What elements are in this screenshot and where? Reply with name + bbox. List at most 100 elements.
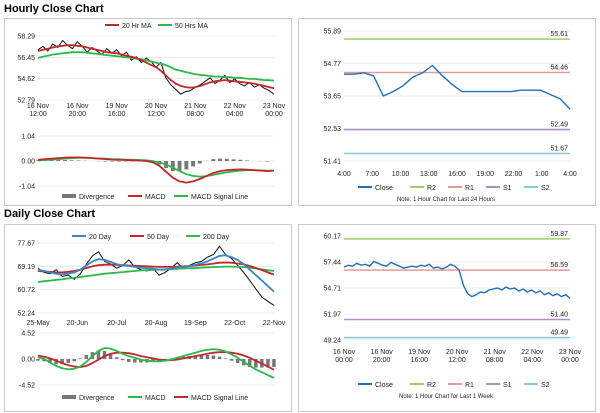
daily-pivot-y-tick-label: 51.97: [323, 312, 341, 319]
hourly-macd-y-tick-label: 0.00: [21, 159, 35, 166]
hourly-legend-divergence-label: Divergence: [79, 194, 115, 201]
hourly-legend-ma50-label: 50 Hrs MA: [175, 23, 208, 30]
daily-price-y-tick-label: 77.67: [17, 241, 35, 248]
daily-divergence-bar: [96, 350, 101, 359]
daily-price-x-tick-label: 22-Nov: [263, 320, 286, 327]
hourly-price-x-tick-label: 19 Nov 16:00: [106, 103, 129, 118]
hourly-divergence-bar: [103, 161, 108, 162]
hourly-pivot-x-tick-label: 7:00: [365, 171, 379, 178]
hourly-divergence-bar: [197, 161, 202, 164]
hourly-pivot-legend-s1-label: S1: [503, 185, 512, 192]
daily-divergence-bar: [229, 359, 234, 361]
hourly-ma50-line: [37, 51, 275, 82]
hourly-divergence-bar: [177, 161, 182, 172]
daily-divergence-bar: [66, 359, 70, 363]
hourly-pivot-legend-close-label: Close: [375, 185, 393, 192]
daily-divergence-bar: [84, 355, 89, 359]
daily-divergence-bar: [217, 356, 222, 359]
hourly-divergence-bar: [116, 161, 121, 162]
hourly-price-y-tick-label: 52.79: [17, 98, 35, 105]
daily-pivot-note: Note: 1 Hour Chart for Last 1 Week: [399, 394, 494, 400]
hourly-divergence-bar: [184, 161, 189, 170]
daily-divergence-bar: [133, 359, 137, 363]
daily-pivot-panel: [298, 224, 596, 412]
daily-price-x-tick-label: 20-Jun: [67, 320, 89, 327]
daily-divergence-bar: [108, 353, 113, 359]
daily-divergence-bar: [235, 359, 240, 363]
hourly-price-x-tick-label: 23 Nov 00:00: [263, 103, 286, 118]
daily-pivot-x-tick-label: 22 Nov 04:00: [521, 349, 544, 364]
hourly-pivot-level-label-r2: 55.61: [550, 31, 568, 38]
daily-macd-y-tick-label: 4.52: [21, 331, 35, 338]
hourly-macd-y-tick-label: -1.04: [19, 184, 35, 191]
hourly-macd-line: [37, 156, 275, 184]
daily-pivot-legend-close-label: Close: [375, 382, 393, 389]
daily-macd-y-tick-label: -4.52: [19, 383, 35, 390]
hourly-pivot-y-tick-label: 53.65: [323, 94, 341, 101]
daily-divergence-bar: [114, 357, 119, 359]
daily-divergence-bar: [78, 358, 83, 359]
daily-divergence-bar: [211, 355, 216, 359]
hourly-pivot-x-tick-label: 19:00: [476, 171, 494, 178]
hourly-pivot-level-label-s1: 52.49: [550, 122, 568, 129]
hourly-divergence-bar: [231, 159, 236, 161]
hourly-section-title: Hourly Close Chart: [4, 3, 104, 15]
daily-pivot-close-line: [343, 260, 571, 300]
hourly-pivot-x-tick-label: 1:00: [535, 171, 549, 178]
daily-divergence-bar: [223, 358, 228, 359]
hourly-pivot-level-label-r1: 54.46: [550, 64, 568, 71]
daily-divergence-bar: [102, 350, 107, 359]
daily-pivot-y-tick-label: 60.17: [323, 234, 341, 241]
daily-divergence-bar: [205, 355, 210, 359]
hourly-pivot-legend-s2-label: S2: [541, 185, 550, 192]
hourly-price-y-tick-label: 54.62: [17, 76, 35, 83]
hourly-pivot-note: Note: 1 Hour Chart for Last 24 Hours: [397, 197, 495, 203]
daily-price-x-tick-label: 20-Jul: [107, 320, 127, 327]
daily-pivot-x-tick-label: 19 Nov 16:00: [408, 349, 431, 364]
daily-price-x-tick-label: 22-Oct: [224, 320, 245, 327]
daily-pivot-x-tick-label: 16 Nov 00:00: [333, 349, 356, 364]
daily-pivot-level-label-r2: 59.87: [550, 231, 568, 238]
hourly-pivot-x-tick-label: 4:00: [563, 171, 577, 178]
daily-legend-ma200-label: 200 Day: [203, 234, 230, 241]
daily-divergence-bar: [72, 359, 76, 362]
daily-divergence-bar: [199, 355, 204, 359]
hourly-pivot-legend-r1-label: R1: [465, 185, 474, 192]
hourly-divergence-bar: [265, 161, 270, 162]
daily-price-x-tick-label: 19-Sep: [184, 320, 207, 327]
hourly-pivot-y-tick-label: 52.53: [323, 126, 341, 133]
hourly-divergence-bar: [123, 161, 128, 162]
hourly-pivot-y-tick-label: 54.77: [323, 61, 341, 68]
hourly-divergence-bar: [218, 158, 222, 161]
hourly-divergence-bar: [69, 160, 74, 161]
hourly-pivot-y-tick-label: 51.41: [323, 159, 341, 166]
hourly-divergence-bar: [63, 160, 67, 161]
daily-pivot-x-tick-label: 16 Nov 20:00: [371, 349, 394, 364]
daily-legend-divergence-swatch: [62, 395, 76, 399]
hourly-pivot-x-tick-label: 4:00: [337, 171, 351, 178]
hourly-divergence-bar: [36, 160, 40, 161]
hourly-divergence-bar: [110, 161, 115, 162]
hourly-divergence-bar: [191, 161, 195, 167]
daily-macd-y-tick-label: 0.00: [21, 357, 35, 364]
hourly-divergence-bar: [238, 159, 243, 161]
daily-legend-divergence-label: Divergence: [79, 395, 115, 402]
daily-section-title: Daily Close Chart: [4, 208, 96, 220]
daily-divergence-bar: [248, 359, 252, 368]
daily-pivot-y-tick-label: 49.24: [323, 338, 341, 345]
daily-divergence-bar: [266, 359, 270, 368]
daily-pivot-x-tick-label: 23 Nov 00:00: [559, 349, 582, 364]
daily-price-panel: [4, 224, 292, 412]
daily-legend-ma20-label: 20 Day: [89, 234, 112, 241]
daily-divergence-bar: [127, 359, 131, 362]
hourly-ma20-line: [37, 44, 275, 90]
hourly-divergence-bar: [130, 161, 135, 162]
daily-ma20-line: [37, 254, 275, 293]
hourly-macd-y-tick-label: 1.04: [21, 134, 35, 141]
hourly-legend-ma20-label: 20 Hr MA: [122, 23, 152, 30]
hourly-legend-macd-label: MACD: [145, 194, 166, 201]
hourly-pivot-close-line: [344, 64, 571, 110]
daily-pivot-legend-s2-label: S2: [541, 382, 550, 389]
daily-price-x-tick-label: 25-May: [26, 320, 50, 327]
